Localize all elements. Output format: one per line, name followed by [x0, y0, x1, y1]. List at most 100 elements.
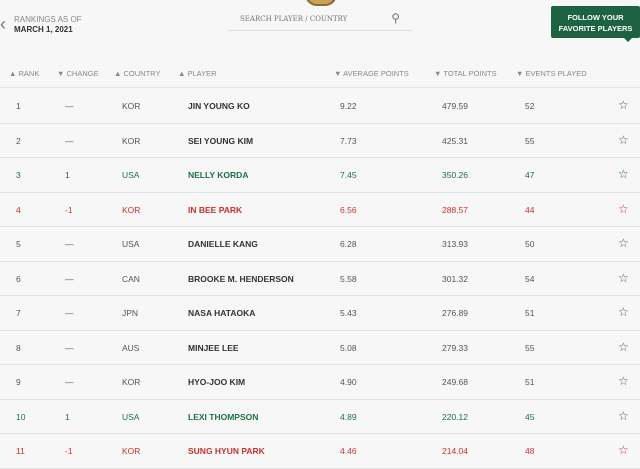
- follow-favorite-players-button[interactable]: FOLLOW YOUR FAVORITE PLAYERS: [551, 6, 640, 42]
- cell-avg: 9.22: [340, 101, 357, 111]
- search-input[interactable]: [228, 8, 378, 30]
- cell-rank: 2: [16, 135, 21, 146]
- sort-country[interactable]: ▲ COUNTRY: [114, 69, 161, 78]
- cell-avg: 4.90: [340, 377, 357, 387]
- cell-rank: 11: [16, 446, 25, 456]
- table-row[interactable]: 5 — USA DANIELLE KANG 6.28 313.93 50 ☆: [0, 227, 640, 262]
- cell-change: —: [65, 273, 74, 284]
- search-box: ⚲: [228, 8, 412, 31]
- cell-events: 51: [525, 377, 535, 387]
- cell-change: —: [65, 239, 74, 249]
- table-row[interactable]: 9 — KOR HYO-JOO KIM 4.90 249.68 51 ☆: [0, 365, 640, 400]
- table-row[interactable]: 10 1 USA LEXI THOMPSON 4.89 220.12 45 ☆: [0, 400, 640, 434]
- cell-player[interactable]: MINJEE LEE: [188, 342, 239, 353]
- sort-events-played[interactable]: ▼ EVENTS PLAYED: [516, 69, 587, 78]
- star-icon[interactable]: ☆: [618, 270, 629, 285]
- follow-line2: FAVORITE PLAYERS: [558, 24, 633, 33]
- cell-total: 350.26: [442, 170, 468, 180]
- sort-average-points[interactable]: ▼ AVERAGE POINTS: [334, 69, 409, 78]
- cell-player[interactable]: HYO-JOO KIM: [188, 377, 246, 387]
- table-row[interactable]: 8 — AUS MINJEE LEE 5.08 279.33 55 ☆: [0, 331, 640, 365]
- cell-player[interactable]: IN BEE PARK: [188, 204, 243, 215]
- cell-player[interactable]: NELLY KORDA: [188, 170, 249, 180]
- cell-rank: 3: [16, 170, 21, 180]
- sort-player[interactable]: ▲ PLAYER: [178, 69, 217, 78]
- cell-change: —: [65, 377, 74, 387]
- table-row[interactable]: 1 — KOR JIN YOUNG KO 9.22 479.59 52 ☆: [0, 89, 640, 124]
- star-icon[interactable]: ☆: [618, 443, 629, 457]
- star-icon[interactable]: ☆: [618, 408, 629, 423]
- cell-player[interactable]: NASA HATAOKA: [188, 308, 256, 318]
- cell-player[interactable]: JIN YOUNG KO: [188, 101, 250, 111]
- star-icon[interactable]: ☆: [618, 305, 629, 319]
- cell-avg: 5.08: [340, 342, 357, 353]
- cell-rank: 10: [16, 411, 26, 422]
- chevron-left-icon[interactable]: ‹: [0, 14, 6, 34]
- cell-change: 1: [65, 170, 70, 180]
- table-row[interactable]: 11 -1 KOR SUNG HYUN PARK 4.46 214.04 48 ☆: [0, 434, 640, 469]
- cell-total: 313.93: [442, 239, 468, 249]
- star-icon[interactable]: ☆: [618, 201, 629, 216]
- table-row[interactable]: 6 — CAN BROOKE M. HENDERSON 5.58 301.32 54 ☆: [0, 262, 640, 296]
- cell-country: KOR: [122, 377, 141, 387]
- cell-change: —: [65, 342, 74, 353]
- cell-total: 301.32: [442, 273, 468, 284]
- sort-total-points[interactable]: ▼ TOTAL POINTS: [434, 69, 497, 78]
- cell-player[interactable]: BROOKE M. HENDERSON: [188, 273, 294, 284]
- rankings-date: RANKINGS AS OF MARCH 1, 2021: [14, 15, 82, 35]
- cell-total: 279.33: [442, 342, 468, 353]
- cell-avg: 7.73: [340, 135, 357, 146]
- cell-change: -1: [65, 204, 73, 215]
- table-row[interactable]: 2 — KOR SEI YOUNG KIM 7.73 425.31 55 ☆: [0, 124, 640, 158]
- cell-total: 479.59: [442, 101, 468, 111]
- rankings-date-value: MARCH 1, 2021: [14, 25, 73, 34]
- cell-country: USA: [122, 411, 140, 422]
- table-header: ▲ RANK ▼ CHANGE ▲ COUNTRY ▲ PLAYER ▼ AVE…: [0, 66, 640, 88]
- search-icon[interactable]: ⚲: [391, 11, 400, 25]
- star-icon[interactable]: ☆: [618, 236, 629, 250]
- cell-change: —: [65, 135, 74, 146]
- cell-total: 249.68: [442, 377, 468, 387]
- cell-avg: 6.28: [340, 239, 357, 249]
- cell-avg: 5.43: [340, 308, 357, 318]
- cell-change: 1: [65, 411, 70, 422]
- cell-events: 48: [525, 446, 535, 456]
- cell-country: JPN: [122, 308, 139, 318]
- follow-line1: FOLLOW YOUR: [567, 13, 624, 22]
- cell-player[interactable]: LEXI THOMPSON: [188, 411, 259, 422]
- cell-events: 47: [525, 170, 535, 180]
- star-icon[interactable]: ☆: [618, 167, 629, 181]
- cell-player[interactable]: DANIELLE KANG: [188, 239, 258, 249]
- cell-rank: 6: [16, 273, 21, 284]
- cell-country: CAN: [122, 273, 140, 284]
- cell-change: -1: [65, 446, 73, 456]
- cell-events: 44: [525, 204, 535, 215]
- cell-avg: 6.56: [340, 204, 357, 215]
- cell-total: 425.31: [442, 135, 468, 146]
- cell-rank: 1: [16, 101, 21, 111]
- sort-rank[interactable]: ▲ RANK: [9, 69, 40, 78]
- star-icon[interactable]: ☆: [618, 374, 629, 388]
- cell-country: KOR: [122, 204, 141, 215]
- cell-rank: 8: [16, 342, 21, 353]
- star-icon[interactable]: ☆: [618, 132, 629, 147]
- table-row[interactable]: 3 1 USA NELLY KORDA 7.45 350.26 47 ☆: [0, 158, 640, 193]
- cell-total: 276.89: [442, 308, 468, 318]
- table-row[interactable]: 7 — JPN NASA HATAOKA 5.43 276.89 51 ☆: [0, 296, 640, 331]
- table-row[interactable]: 4 -1 KOR IN BEE PARK 6.56 288.57 44 ☆: [0, 193, 640, 227]
- star-icon[interactable]: ☆: [618, 339, 629, 354]
- cell-avg: 5.58: [340, 273, 357, 284]
- star-icon[interactable]: ☆: [618, 98, 629, 112]
- cell-events: 52: [525, 101, 535, 111]
- cell-rank: 9: [16, 377, 21, 387]
- rankings-table: 1 — KOR JIN YOUNG KO 9.22 479.59 52 ☆ 2 — KOR SEI Y…: [0, 89, 640, 469]
- cell-events: 51: [525, 308, 535, 318]
- cell-rank: 4: [16, 204, 21, 215]
- cell-player[interactable]: SEI YOUNG KIM: [188, 135, 254, 146]
- cell-events: 55: [525, 135, 535, 146]
- cell-events: 55: [525, 342, 535, 353]
- cell-events: 50: [525, 239, 535, 249]
- cell-events: 45: [525, 411, 535, 422]
- cell-player[interactable]: SUNG HYUN PARK: [188, 446, 265, 456]
- sort-change[interactable]: ▼ CHANGE: [57, 69, 99, 78]
